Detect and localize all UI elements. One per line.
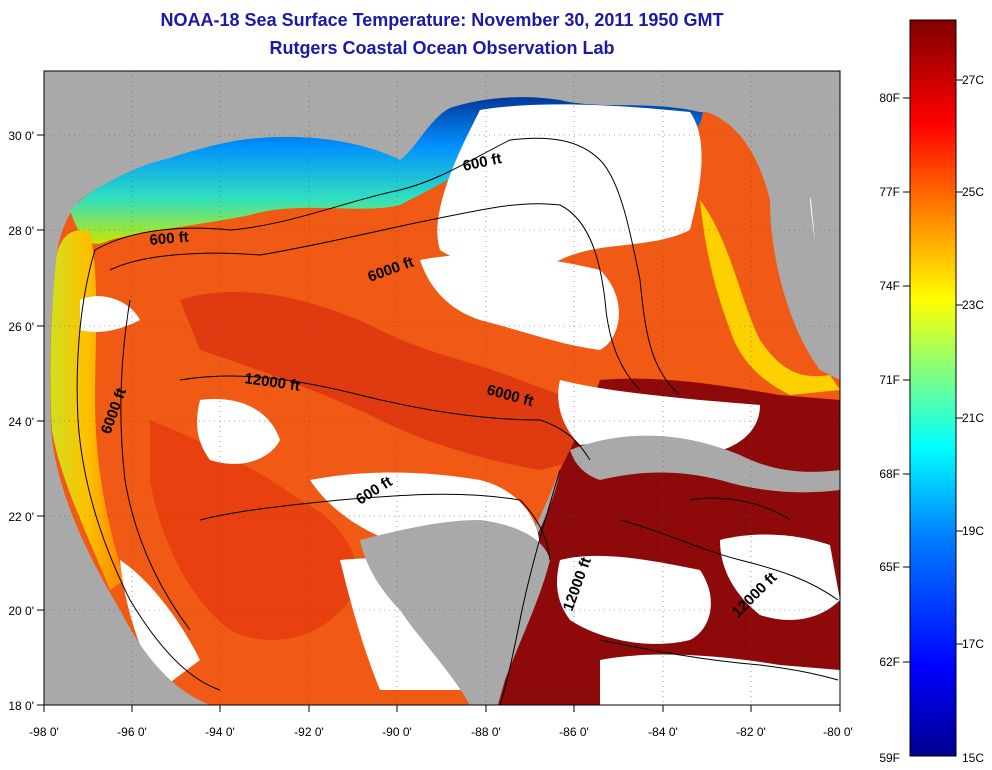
bathymetry-contours	[76, 137, 839, 705]
lon-tick-label: -94 0'	[205, 725, 235, 739]
land-florida	[770, 100, 840, 350]
central-warm-core	[180, 291, 640, 470]
land-mexico-west	[44, 260, 210, 705]
colorbar-gradient	[909, 19, 957, 757]
colorbar-celsius-label: 27C	[962, 73, 984, 87]
colorbar-fahrenheit-label: 65F	[879, 560, 900, 574]
map-title: NOAA-18 Sea Surface Temperature: Novembe…	[160, 10, 724, 30]
lat-tick-label: 20 0'	[8, 604, 34, 618]
lat-tick-label: 30 0'	[8, 129, 34, 143]
colorbar-fahrenheit-label: 71F	[879, 373, 900, 387]
florida-shelf-band	[700, 200, 840, 395]
map-subtitle: Rutgers Coastal Ocean Observation Lab	[269, 38, 615, 58]
lat-tick-label: 28 0'	[8, 224, 34, 238]
colorbar-fahrenheit-label: 77F	[879, 185, 900, 199]
lat-tick-label: 22 0'	[8, 510, 34, 524]
colorbar-fahrenheit-label: 74F	[879, 279, 900, 293]
land-north-us	[44, 71, 840, 260]
lon-tick-label: -86 0'	[559, 725, 589, 739]
lon-tick-label: -92 0'	[294, 725, 324, 739]
lon-tick-label: -98 0'	[29, 725, 59, 739]
land-yucatan	[360, 520, 550, 705]
colorbar-celsius-label: 19C	[962, 524, 984, 538]
map-plot-area	[44, 71, 840, 705]
colorbar-fahrenheit-label: 68F	[879, 467, 900, 481]
graticule	[44, 71, 840, 705]
colorbar-fahrenheit-label: 80F	[879, 91, 900, 105]
colorbar-celsius-label: 25C	[962, 185, 984, 199]
latitude-labels: 18 0' 20 0' 22 0' 24 0' 26 0' 28 0' 30 0…	[8, 129, 34, 713]
cloud-cover	[80, 80, 840, 705]
lon-tick-label: -80 0'	[823, 725, 853, 739]
contour-label: 600 ft	[149, 229, 190, 249]
lon-tick-label: -84 0'	[648, 725, 678, 739]
lat-tick-label: 26 0'	[8, 320, 34, 334]
colorbar-fahrenheit-label: 59F	[879, 751, 900, 765]
lat-tick-label: 18 0'	[8, 699, 34, 713]
colorbar-celsius-label: 17C	[962, 637, 984, 651]
lon-tick-label: -82 0'	[736, 725, 766, 739]
colorbar: 80F 77F 74F 71F 68F 65F 62F 59F 27C 25C …	[879, 19, 984, 765]
western-shelf-band	[50, 230, 125, 590]
colorbar-fahrenheit-label: 62F	[879, 655, 900, 669]
land-cuba	[570, 435, 840, 493]
lon-tick-label: -88 0'	[471, 725, 501, 739]
colorbar-celsius-label: 15C	[962, 751, 984, 765]
longitude-labels: -98 0' -96 0' -94 0' -92 0' -90 0' -88 0…	[29, 725, 853, 739]
colorbar-celsius-label: 21C	[962, 411, 984, 425]
southwest-warm-pocket	[150, 420, 357, 640]
colorbar-celsius-label: 23C	[962, 298, 984, 312]
lon-tick-label: -96 0'	[117, 725, 147, 739]
map-frame	[43, 70, 841, 706]
axis-ticks	[37, 134, 841, 712]
lat-tick-label: 24 0'	[8, 415, 34, 429]
lon-tick-label: -90 0'	[382, 725, 412, 739]
land-masses	[44, 71, 840, 705]
